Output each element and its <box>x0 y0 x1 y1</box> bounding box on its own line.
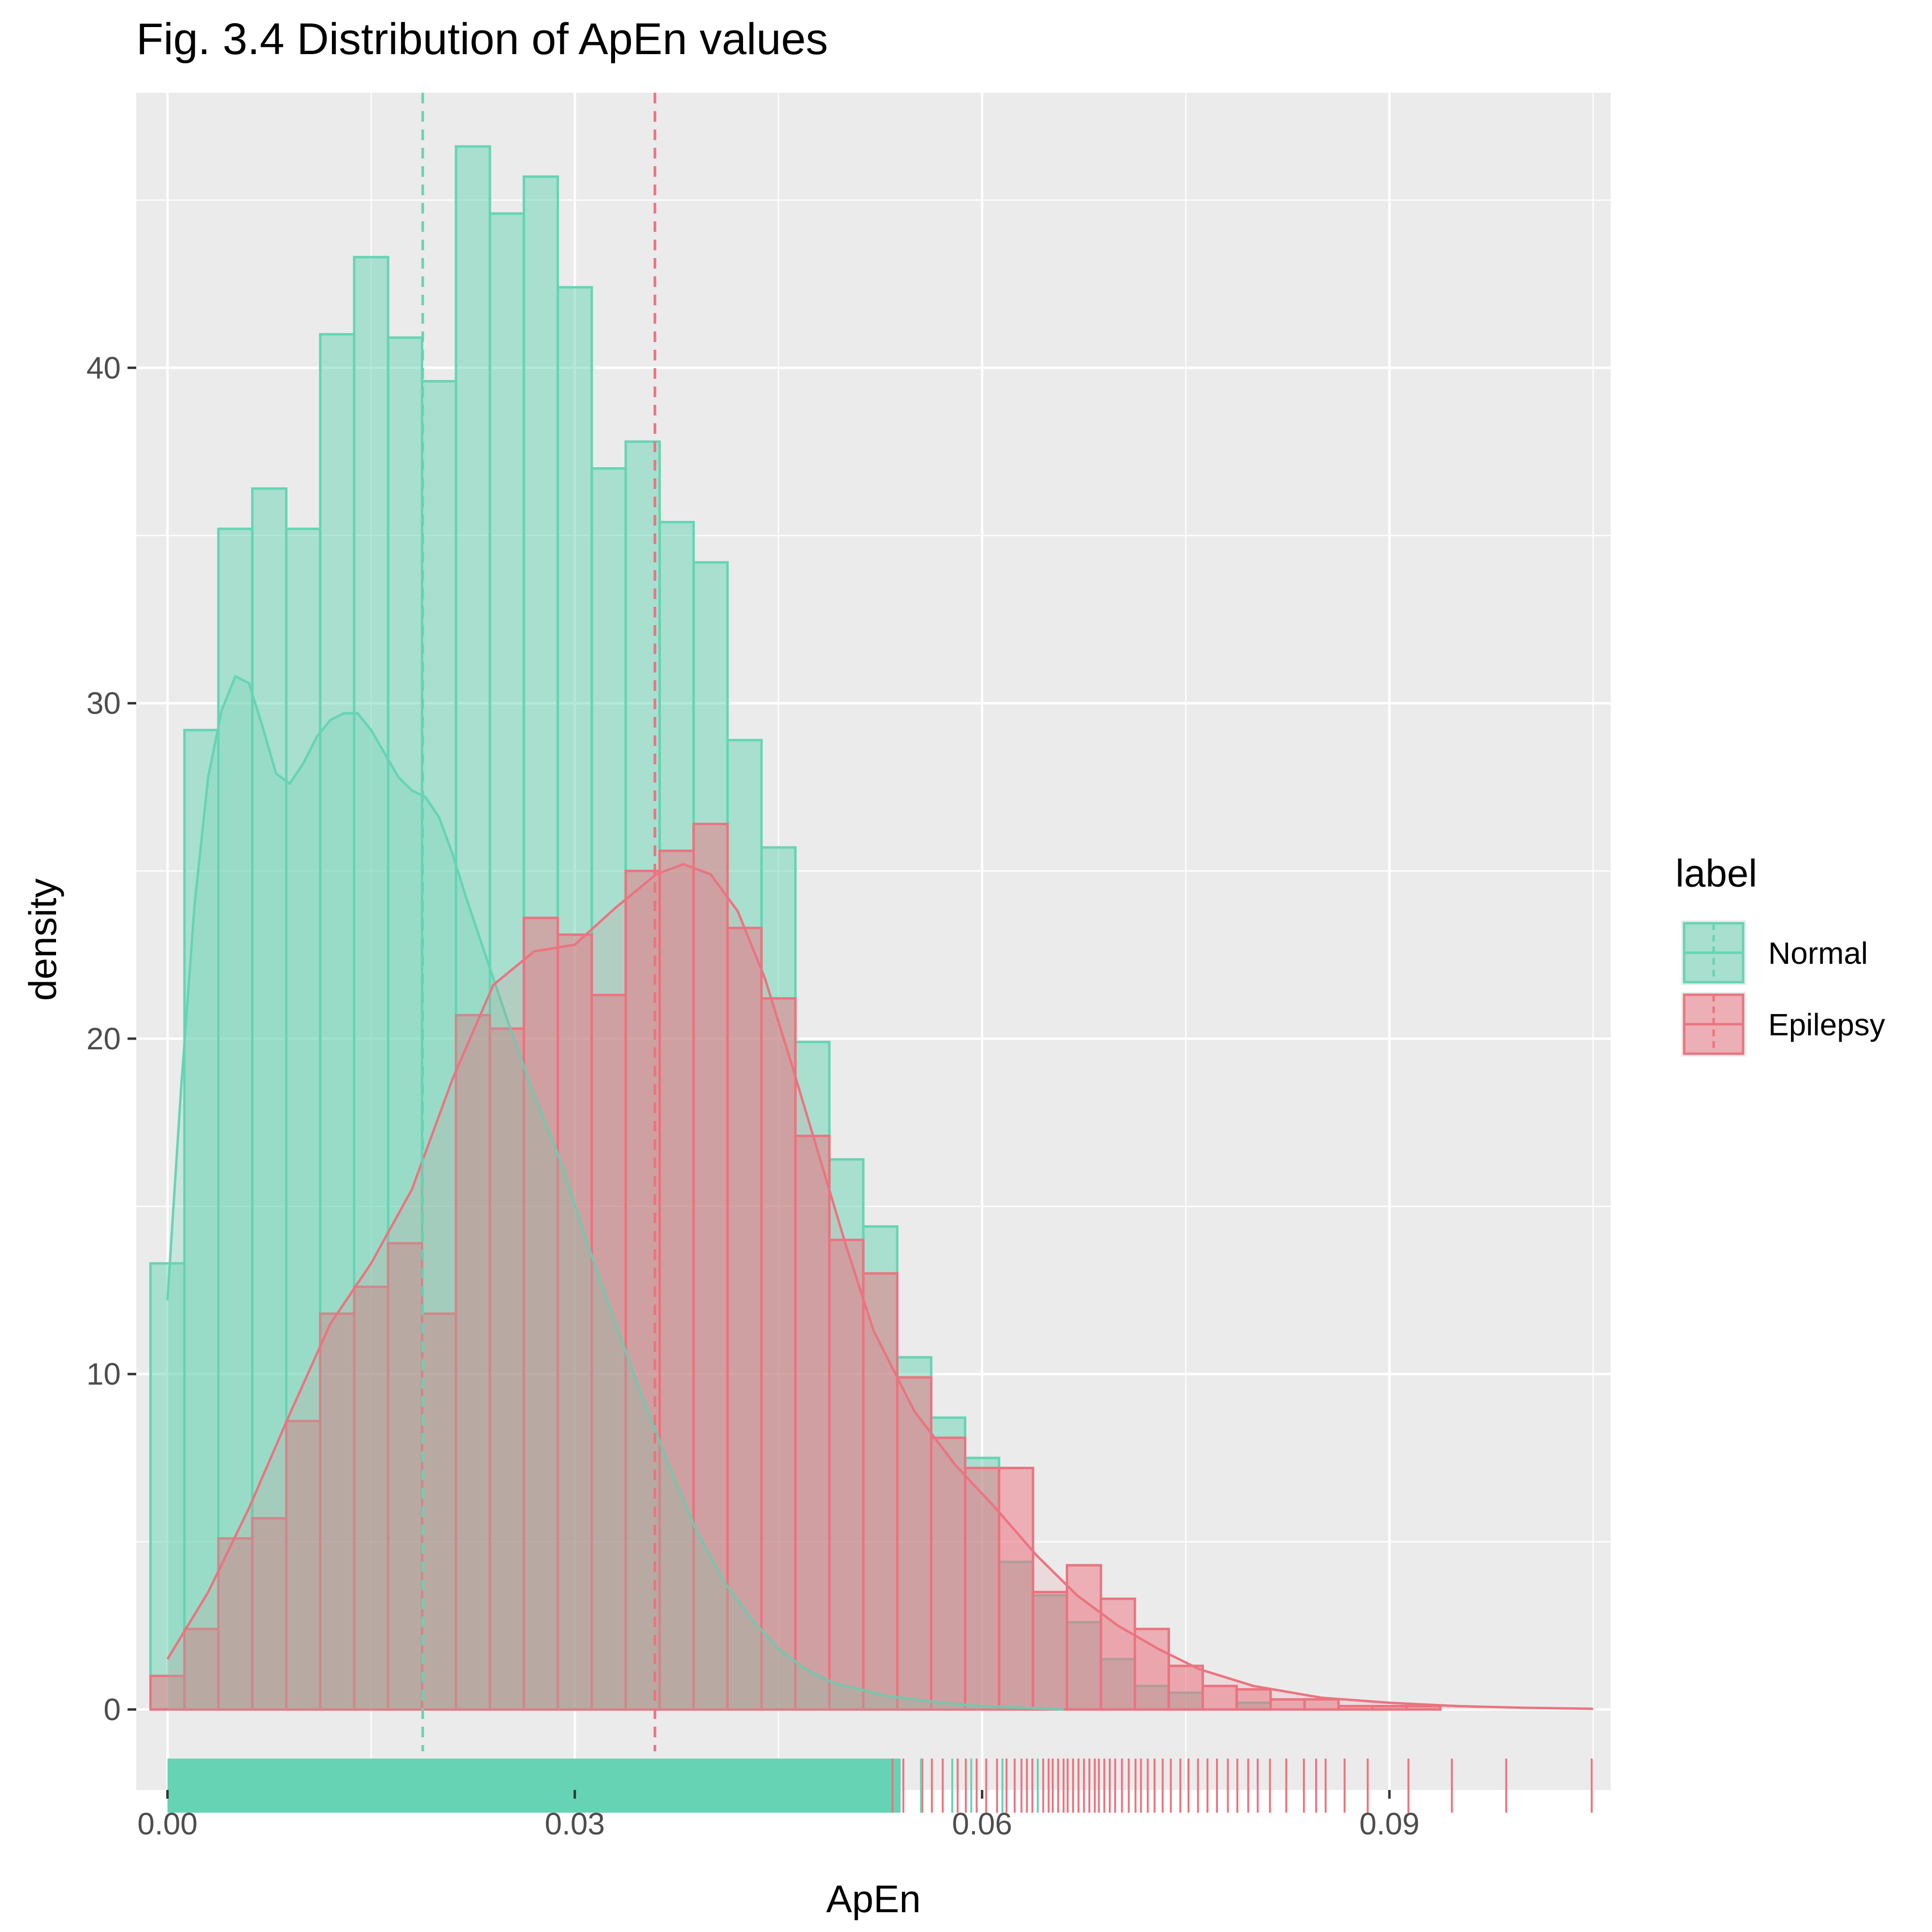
epilepsy-bar <box>760 997 797 1711</box>
legend-key-epilepsy <box>1681 992 1746 1057</box>
epilepsy-bar <box>488 1027 525 1711</box>
epilepsy-density-curve <box>166 863 1593 1710</box>
y-tick-label: 30 <box>86 686 121 721</box>
epilepsy-bar <box>998 1467 1034 1711</box>
normal-bar <box>183 729 220 1711</box>
epilepsy-bar <box>794 1134 831 1711</box>
legend-label: Epilepsy <box>1768 1007 1885 1042</box>
epilepsy-bar <box>149 1674 186 1711</box>
epilepsy-bar <box>896 1376 932 1711</box>
epilepsy-bar <box>590 994 627 1711</box>
epilepsy-bar <box>658 849 695 1711</box>
y-axis-title: density <box>21 878 64 1001</box>
epilepsy-bar <box>455 1014 491 1711</box>
normal-bar <box>149 1262 186 1711</box>
x-axis-title: ApEn <box>826 1877 921 1920</box>
epilepsy-density-area <box>167 864 1593 1710</box>
legend-label: Normal <box>1768 936 1868 971</box>
x-tick-label: 0.00 <box>137 1806 198 1841</box>
normal-density-area <box>167 676 1064 1710</box>
legend-title: label <box>1675 852 1757 895</box>
y-tick-label: 10 <box>86 1357 121 1391</box>
normal-rug-band <box>167 1759 901 1813</box>
y-tick-label: 40 <box>86 350 121 385</box>
legend-key-normal <box>1681 920 1746 985</box>
x-tick-label: 0.06 <box>952 1806 1013 1841</box>
mean-lines <box>421 93 657 1751</box>
epilepsy-bar <box>1303 1698 1340 1711</box>
normal-bar <box>251 487 288 1711</box>
epilepsy-bar <box>964 1467 1001 1711</box>
epilepsy-bar <box>828 1238 865 1711</box>
epilepsy-bar <box>726 927 763 1711</box>
y-tick-label: 20 <box>86 1021 121 1056</box>
x-tick-label: 0.03 <box>544 1806 605 1841</box>
epilepsy-bar <box>1235 1688 1272 1711</box>
epilepsy-bar <box>1167 1664 1204 1711</box>
x-tick-label: 0.09 <box>1360 1806 1420 1841</box>
density-curves <box>166 674 1593 1711</box>
epilepsy-bar <box>522 916 559 1711</box>
y-tick-label: 0 <box>103 1692 121 1727</box>
legend: label Normal Epilepsy <box>1675 852 1885 1057</box>
axis-ticks: 0.00 0.03 0.06 0.09 0 10 20 30 40 <box>86 350 1419 1841</box>
rug-marks <box>167 1759 1593 1813</box>
epilepsy-bar <box>1202 1685 1238 1711</box>
epilepsy-bar <box>217 1537 254 1711</box>
epilepsy-bar <box>1405 1704 1442 1711</box>
legend-items: Normal Epilepsy <box>1681 920 1885 1057</box>
normal-density-curve <box>166 674 1064 1711</box>
chart-title: Fig. 3.4 Distribution of ApEn values <box>136 14 828 64</box>
